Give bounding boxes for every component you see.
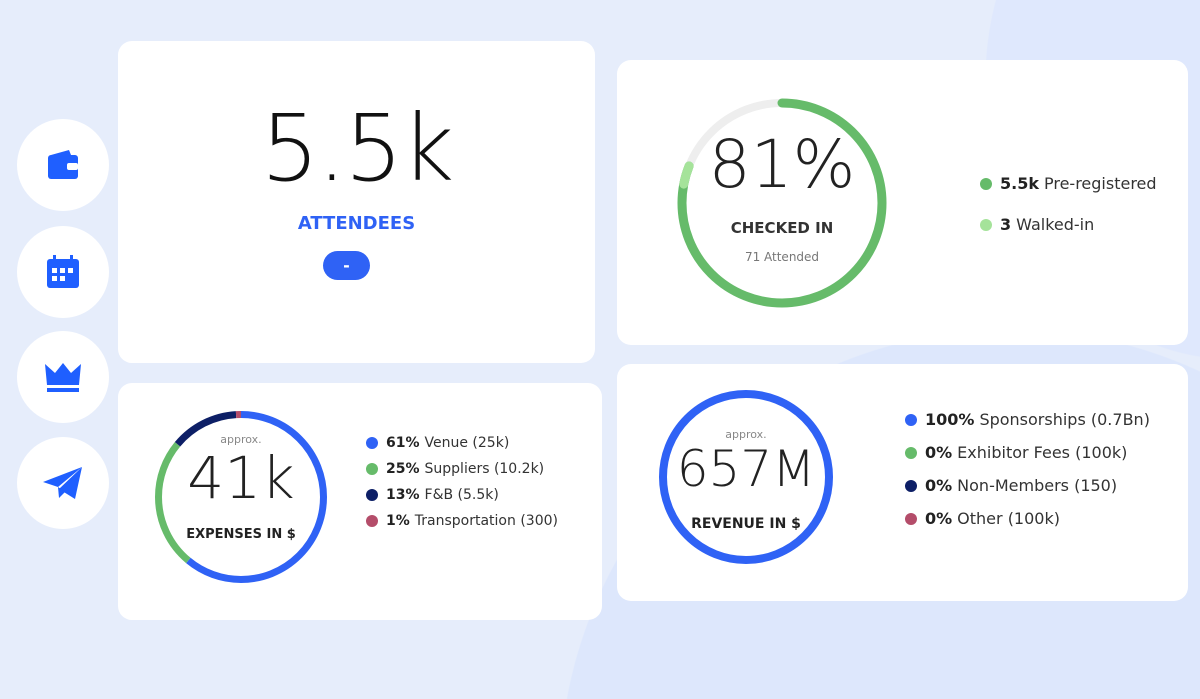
legend-value: 0% [925,443,953,462]
legend-dot [980,177,992,190]
legend-dot [366,489,378,501]
attendees-button[interactable]: - [323,251,370,280]
revenue-donut [659,390,833,564]
legend-item: 100% Sponsorships (0.7Bn) [905,410,1150,429]
expenses-segment [155,411,327,583]
legend-value: 5.5k [1000,174,1039,193]
legend-value: 13% [386,487,420,503]
legend-item: 5.5k Pre-registered [980,174,1157,193]
expenses-value: 41k [187,444,295,512]
attendees-card: 5.5k ATTENDEES - [118,41,595,363]
checkin-ring [677,98,887,308]
expenses-donut [155,411,327,583]
revenue-approx: approx. [725,428,767,441]
legend-label: F&B (5.5k) [424,487,499,503]
revenue-card: approx. 657M REVENUE IN $ 100% Sponsorshi… [617,364,1188,601]
legend-label: Sponsorships (0.7Bn) [979,410,1150,429]
legend-label: Pre-registered [1043,174,1157,193]
legend-item: 1% Transportation (300) [366,513,558,529]
legend-dot [366,437,378,449]
legend-label: Venue (25k) [424,435,510,451]
revenue-value: 657M [676,440,816,498]
legend-label: Exhibitor Fees (100k) [957,443,1128,462]
legend-item: 0% Non-Members (150) [905,476,1150,495]
expenses-label: EXPENSES IN $ [186,527,296,542]
legend-value: 1% [386,513,410,529]
legend-label: Non-Members (150) [957,476,1118,495]
attendees-label: ATTENDEES [297,213,416,234]
revenue-segment [659,390,833,564]
crown-icon [45,363,81,392]
legend-value: 0% [925,509,953,528]
legend-item: 0% Exhibitor Fees (100k) [905,443,1150,462]
legend-dot [905,512,917,525]
expenses-card: approx. 41k EXPENSES IN $ 61% Venue (25k)… [118,383,602,620]
sidebar-item-wallet[interactable] [17,119,109,211]
checkin-label: CHECKED IN [730,219,834,237]
attendees-value: 5.5k [260,95,455,202]
legend-label: Transportation (300) [414,513,558,529]
checkin-legend: 5.5k Pre-registered 3 Walked-in [980,174,1157,234]
legend-item: 13% F&B (5.5k) [366,487,558,503]
legend-dot [366,515,378,527]
wallet-icon [48,150,78,179]
legend-value: 3 [1000,215,1012,234]
legend-label: Suppliers (10.2k) [424,461,545,477]
legend-dot [905,413,917,426]
revenue-legend: 100% Sponsorships (0.7Bn) 0% Exhibitor Fees… [905,410,1150,542]
legend-value: 61% [386,435,420,451]
paper-plane-icon [43,467,82,499]
checkin-sub: 71 Attended [744,250,820,264]
sidebar-item-send[interactable] [17,437,109,529]
legend-item: 0% Other (100k) [905,509,1150,528]
calendar-icon [47,255,79,288]
legend-dot [366,463,378,475]
legend-label: Other (100k) [957,509,1060,528]
expenses-legend: 61% Venue (25k) 25% Suppliers (10.2k) 13% F&B… [366,435,558,539]
legend-value: 100% [925,410,975,429]
expenses-segment [155,411,327,583]
legend-item: 25% Suppliers (10.2k) [366,461,558,477]
legend-value: 25% [386,461,420,477]
legend-item: 3 Walked-in [980,215,1157,234]
revenue-label: REVENUE IN $ [691,516,801,532]
checked-in-arc [677,98,887,308]
expenses-approx: approx. [220,433,262,446]
legend-value: 0% [925,476,953,495]
sidebar-item-calendar[interactable] [17,226,109,318]
legend-dot [905,479,917,492]
legend-item: 61% Venue (25k) [366,435,558,451]
checkin-percent: 81% [708,126,856,203]
legend-label: Walked-in [1016,215,1095,234]
legend-dot [980,218,992,231]
sidebar-item-crown[interactable] [17,331,109,423]
checkin-card: 81% CHECKED IN 71 Attended 5.5k Pre-regis… [617,60,1188,345]
legend-dot [905,446,917,459]
